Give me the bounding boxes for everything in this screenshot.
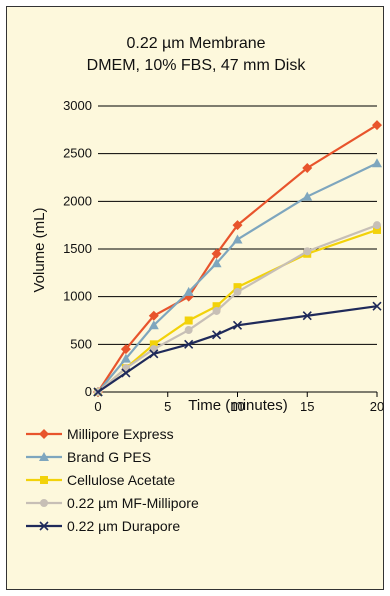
- legend-marker: [39, 521, 49, 531]
- data-point: [372, 120, 382, 131]
- y-axis-label: Volume (mL): [31, 207, 48, 292]
- data-point: [183, 286, 194, 296]
- chart-panel: [6, 6, 384, 590]
- series-line: [97, 124, 378, 393]
- legend-label: 0.22 µm Durapore: [67, 518, 180, 534]
- legend-item: Brand G PES: [26, 449, 151, 465]
- y-tick-label: 1000: [63, 289, 92, 304]
- data-point: [233, 283, 242, 292]
- legend-marker: [40, 499, 48, 507]
- legend-marker: [39, 452, 49, 461]
- legend-label: Millipore Express: [67, 426, 174, 442]
- data-point: [184, 339, 194, 349]
- x-tick-label: 10: [230, 399, 244, 414]
- y-tick-label: 0: [85, 384, 92, 399]
- data-point: [372, 301, 382, 311]
- legend-item: 0.22 µm Durapore: [26, 518, 180, 534]
- series-group: [93, 120, 382, 397]
- data-point: [149, 340, 158, 349]
- data-point: [149, 349, 159, 359]
- x-tick-label: 5: [164, 399, 171, 414]
- data-point: [120, 344, 131, 355]
- data-point: [232, 234, 243, 244]
- data-point: [373, 221, 381, 230]
- series-line: [97, 162, 378, 393]
- legend-item: Cellulose Acetate: [26, 472, 175, 488]
- data-point: [232, 220, 243, 231]
- data-point: [373, 225, 381, 234]
- legend-item: 0.22 µm MF-Millipore: [26, 495, 199, 511]
- data-point: [121, 368, 131, 378]
- data-point: [302, 162, 313, 173]
- legend-item: Millipore Express: [26, 426, 174, 442]
- x-tick-label: 15: [300, 399, 314, 414]
- grid: [98, 105, 377, 345]
- series-line: [97, 305, 378, 393]
- data-point: [212, 302, 221, 311]
- x-axis-label: Time (minutes): [188, 397, 287, 414]
- series-4: [93, 301, 382, 397]
- data-point: [148, 310, 159, 321]
- y-ticks: 0 500 1000 1500 2000 2500 3000: [63, 98, 92, 399]
- legend-marker: [40, 476, 48, 484]
- data-point: [148, 320, 159, 330]
- legend-marker: [39, 429, 49, 439]
- data-point: [303, 247, 312, 256]
- data-point: [211, 258, 222, 268]
- series-1: [93, 158, 382, 396]
- data-point: [93, 387, 103, 397]
- data-point: [184, 316, 193, 325]
- data-point: [211, 248, 222, 259]
- chart-title: 0.22 µm Membrane: [126, 35, 265, 52]
- data-point: [302, 311, 312, 321]
- y-tick-label: 2500: [63, 146, 92, 161]
- data-point: [232, 320, 243, 330]
- x-tick-label: 0: [94, 399, 101, 414]
- chart-subtitle: DMEM, 10% FBS, 47 mm Disk: [87, 57, 307, 74]
- y-tick-label: 3000: [63, 98, 92, 113]
- legend-label: Cellulose Acetate: [67, 472, 175, 488]
- data-point: [184, 326, 193, 335]
- legend-label: Brand G PES: [67, 449, 151, 465]
- y-tick-label: 500: [70, 336, 92, 351]
- legend-label: 0.22 µm MF-Millipore: [67, 495, 199, 511]
- data-point: [302, 191, 313, 201]
- data-point: [212, 330, 222, 340]
- data-point: [372, 158, 382, 168]
- data-point: [233, 287, 242, 296]
- y-tick-label: 1500: [63, 241, 92, 256]
- series-3: [94, 221, 381, 396]
- data-point: [120, 353, 131, 363]
- x-tick-label: 20: [370, 399, 384, 414]
- series-line: [97, 224, 378, 393]
- y-tick-label: 2000: [63, 193, 92, 208]
- series-0: [93, 120, 382, 397]
- data-point: [212, 306, 221, 315]
- legend: Millipore Express Brand G PES Cellulose Ac…: [26, 426, 199, 534]
